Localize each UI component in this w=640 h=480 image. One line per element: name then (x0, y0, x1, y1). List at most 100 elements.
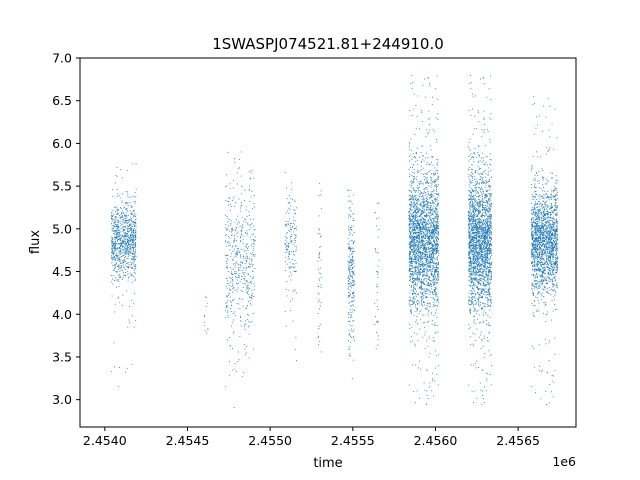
data-point (125, 216, 127, 217)
data-point (118, 246, 120, 248)
data-point (477, 241, 479, 243)
data-point (229, 266, 231, 268)
data-point (115, 240, 116, 242)
data-point (437, 298, 439, 300)
data-point (295, 271, 297, 272)
data-point (425, 245, 426, 247)
data-point (415, 253, 417, 255)
data-point (134, 251, 136, 253)
data-point (432, 275, 434, 277)
data-point (427, 312, 429, 314)
data-point (128, 239, 130, 241)
data-point (471, 192, 473, 193)
data-point (426, 395, 428, 396)
data-point (415, 311, 417, 313)
data-point (318, 253, 320, 254)
data-point (429, 253, 431, 255)
data-point (410, 310, 412, 312)
data-point (250, 172, 252, 174)
data-point (419, 264, 421, 266)
data-point (351, 287, 352, 289)
data-point (421, 288, 423, 290)
data-point (423, 301, 425, 302)
data-point (250, 304, 252, 306)
data-point (485, 221, 486, 223)
data-point (420, 165, 422, 167)
data-point (436, 237, 438, 239)
data-point (318, 293, 320, 295)
data-point (227, 310, 229, 312)
data-point (415, 104, 417, 106)
data-point (413, 303, 414, 305)
data-point (245, 221, 247, 223)
data-point (427, 227, 429, 229)
data-point (427, 283, 429, 285)
data-point (475, 249, 477, 251)
data-point (422, 84, 424, 86)
data-point (125, 242, 127, 244)
data-point (348, 268, 350, 269)
data-point (435, 262, 437, 264)
data-point (420, 191, 422, 193)
data-point (121, 255, 123, 257)
data-point (483, 245, 485, 247)
data-point (427, 293, 429, 295)
data-point (469, 246, 470, 248)
data-point (411, 239, 413, 241)
data-point (132, 275, 134, 277)
data-point (408, 220, 410, 222)
data-point (127, 191, 129, 193)
data-point (417, 209, 419, 211)
data-point (413, 237, 414, 239)
data-point (425, 235, 427, 236)
data-point (111, 218, 113, 220)
data-point (318, 257, 320, 259)
data-point (129, 322, 130, 324)
data-point (131, 244, 133, 246)
data-point (412, 181, 413, 183)
data-point (435, 213, 437, 215)
data-point (116, 225, 118, 227)
data-point (348, 228, 350, 230)
data-point (422, 314, 424, 316)
data-point (418, 252, 420, 254)
data-point (117, 228, 119, 229)
data-point (483, 248, 485, 250)
data-point (486, 378, 488, 380)
data-point (246, 280, 248, 282)
data-point (428, 171, 430, 172)
data-point (249, 267, 251, 269)
data-point (230, 271, 232, 273)
data-point (436, 244, 438, 246)
data-point (437, 274, 439, 276)
data-point (411, 258, 413, 260)
data-point (417, 181, 419, 183)
data-point (116, 195, 118, 197)
data-point (416, 184, 418, 186)
data-point (246, 258, 248, 259)
data-point (414, 258, 416, 260)
data-point (115, 237, 117, 239)
data-point (318, 272, 320, 274)
data-point (128, 277, 129, 279)
data-point (117, 385, 119, 387)
data-point (490, 231, 492, 233)
data-point (134, 225, 136, 227)
data-point (430, 219, 432, 221)
data-point (116, 167, 118, 168)
data-point (348, 292, 350, 294)
data-point (128, 262, 130, 264)
data-point (113, 264, 115, 266)
data-point (415, 228, 417, 230)
data-point (130, 249, 132, 251)
data-point (231, 200, 233, 202)
data-point (296, 359, 297, 361)
data-point (488, 290, 490, 292)
data-point (435, 305, 437, 307)
data-point (126, 266, 128, 268)
data-point (435, 250, 437, 252)
data-point (132, 221, 134, 223)
data-point (427, 215, 429, 217)
data-point (429, 294, 431, 296)
data-point (319, 305, 321, 307)
